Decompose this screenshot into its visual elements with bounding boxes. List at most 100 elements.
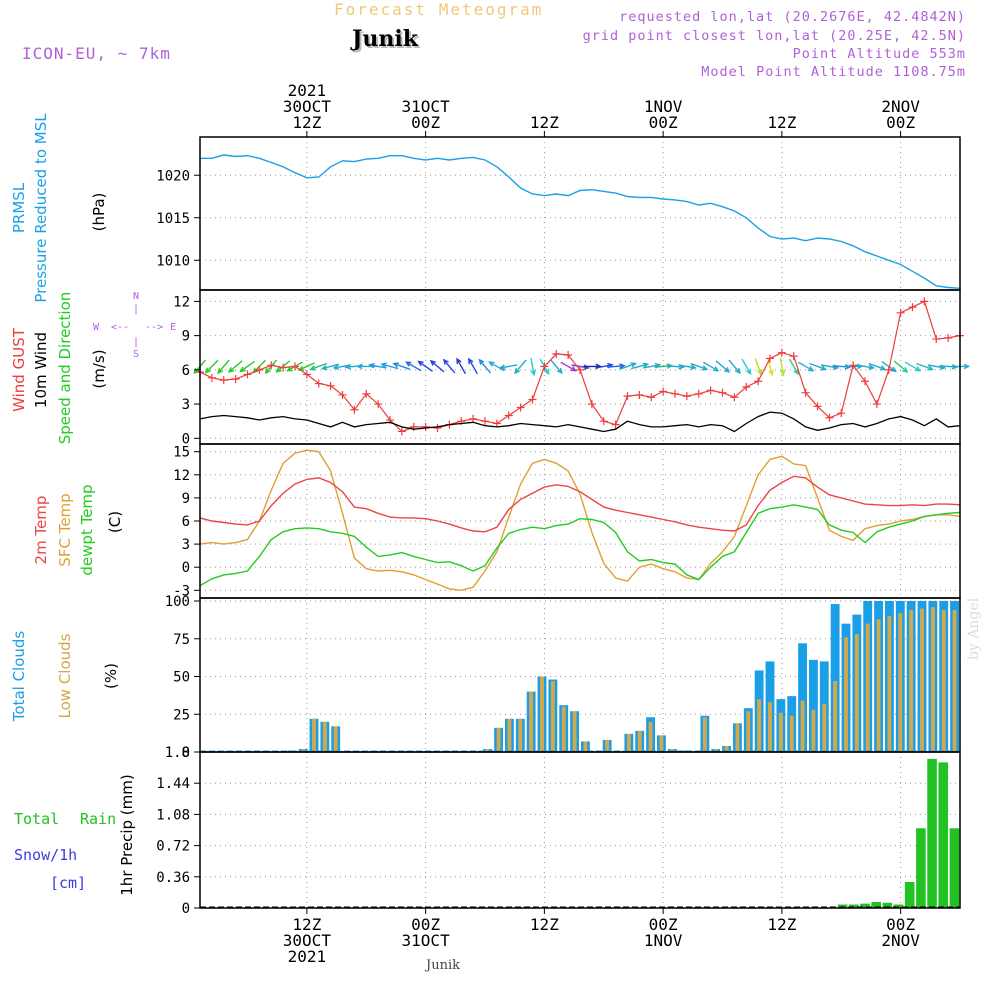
wind-arrow-head xyxy=(344,364,351,370)
y-tick-label: 1.8 xyxy=(165,745,190,761)
compass-south: S xyxy=(133,349,139,360)
x-time-label-bottom: 00Z xyxy=(411,915,440,934)
x-time-label-bottom: 00Z xyxy=(649,915,678,934)
wind-arrow-head xyxy=(868,364,875,370)
wind-direction-arrow xyxy=(702,361,719,372)
low-cloud-bar xyxy=(778,712,783,752)
grid-point-location: grid point closest lon,lat (20.25E, 42.5… xyxy=(582,28,966,44)
x-time-label-top: 2021 xyxy=(288,81,327,100)
wind-gust-marker xyxy=(694,389,703,398)
wind-speed-label: 10m Wind xyxy=(32,332,50,408)
wind-gust-marker xyxy=(433,424,442,433)
wind-direction-arrow xyxy=(550,359,563,374)
wind-arrow-head xyxy=(404,361,412,367)
wind-gust-marker xyxy=(291,362,299,371)
wind-arrow-head xyxy=(514,367,521,375)
wind-direction-arrow xyxy=(797,361,814,372)
wind-direction-arrow xyxy=(868,362,886,370)
wind-arrow-head xyxy=(844,364,852,370)
dewpoint-line xyxy=(199,504,961,587)
wind-direction-arrow xyxy=(754,358,762,375)
y-tick-label: 1010 xyxy=(156,253,190,269)
y-tick-label: 9 xyxy=(182,329,190,345)
wind-gust-marker xyxy=(552,349,561,358)
requested-location: requested lon,lat (20.2676E, 42.4842N) xyxy=(619,9,966,25)
wind-arrow-head xyxy=(963,363,971,370)
wind-unit: (m/s) xyxy=(90,349,108,388)
wind-gust-marker xyxy=(243,370,252,379)
pressure-line xyxy=(200,154,961,289)
wind-direction-arrow xyxy=(856,364,874,369)
wind-gust-marker xyxy=(207,373,216,382)
wind-gust-label: Wind GUST xyxy=(10,327,28,412)
wind-gust-marker xyxy=(777,348,786,357)
wind-gust-marker xyxy=(587,400,596,409)
wind-arrow-head xyxy=(690,364,697,370)
wind-gust-marker xyxy=(825,413,834,422)
wind-arrow-head xyxy=(264,367,271,375)
pressure-label-msl: Pressure Reduced to MSL xyxy=(32,113,50,303)
wind-gust-marker xyxy=(849,361,858,370)
wind-direction-arrow xyxy=(468,358,478,375)
low-cloud-bar xyxy=(312,718,316,752)
x-time-label-top: 00Z xyxy=(649,113,678,132)
wind-gust-marker xyxy=(397,427,406,436)
footer-station: Junik xyxy=(426,958,460,973)
wind-arrow-head xyxy=(544,368,550,376)
wind-arrow-head xyxy=(630,362,637,368)
low-cloud-bar xyxy=(529,691,534,752)
low-cloud-bar xyxy=(800,700,805,752)
wind-direction-arrow xyxy=(322,363,340,370)
wind-direction-arrow xyxy=(228,360,243,373)
author-credit: by Angel xyxy=(966,597,982,660)
y-tick-label: 0 xyxy=(182,901,190,917)
x-time-label-bottom: 2021 xyxy=(288,947,327,966)
rain-bar xyxy=(893,904,904,908)
x-time-label-bottom: 31OCT xyxy=(402,931,451,950)
wind-arrow-head xyxy=(807,366,815,372)
low-cloud-bar xyxy=(550,681,555,752)
low-cloud-bar xyxy=(333,726,338,752)
wind-arrow-head xyxy=(478,358,485,365)
pressure-label-prmsl: PRMSL xyxy=(10,182,28,233)
model-label: ICON-EU, ~ 7km xyxy=(22,44,171,63)
precip-legend-snow-unit: [cm] xyxy=(50,874,86,892)
wind-direction-arrow xyxy=(642,364,660,369)
low-cloud-bar xyxy=(518,718,523,752)
y-tick-label: 6 xyxy=(182,363,190,379)
wind-gust-marker xyxy=(718,388,727,397)
wind-gust-marker xyxy=(896,308,905,317)
y-tick-label: 3 xyxy=(182,537,190,553)
wind-direction-arrow xyxy=(500,364,518,369)
wind-arrow-head xyxy=(793,368,799,376)
precip-axis-label: 1hr Precip (mm) xyxy=(118,774,136,895)
rain-bar xyxy=(949,828,960,908)
rain-bar xyxy=(871,901,881,908)
wind-gust-marker xyxy=(884,365,893,374)
low-cloud-bar xyxy=(898,613,903,752)
low-cloud-bar xyxy=(572,711,577,752)
wind-arrow-head xyxy=(902,367,909,373)
wind-direction-arrow xyxy=(530,357,535,375)
low-cloud-bar xyxy=(485,748,490,752)
rain-bar xyxy=(882,902,893,908)
sfc-temp-label: SFC Temp xyxy=(56,493,74,566)
x-time-label-top: 00Z xyxy=(886,113,915,132)
wind-gust-marker xyxy=(516,403,525,412)
y-tick-label: 0 xyxy=(182,431,190,447)
precip-legend-rain: Rain xyxy=(80,810,116,828)
wind-direction-arrow xyxy=(788,358,799,375)
wind-arrow-head xyxy=(356,363,363,370)
compass-north: N xyxy=(133,291,139,302)
wind-arrow-head xyxy=(820,365,827,371)
wind-gust-marker xyxy=(219,376,228,385)
wind-gust-marker xyxy=(564,351,573,360)
wind-direction-arrow xyxy=(298,362,315,371)
y-tick-label: 0.36 xyxy=(156,870,190,886)
wind-arrow-head xyxy=(392,362,399,368)
low-cloud-bar xyxy=(583,741,588,752)
total-cloud-label: Total Clouds xyxy=(10,631,28,723)
wind-gust-marker xyxy=(599,417,608,426)
wind-direction-arrow xyxy=(240,360,255,372)
wind-arrow-head xyxy=(619,363,626,369)
